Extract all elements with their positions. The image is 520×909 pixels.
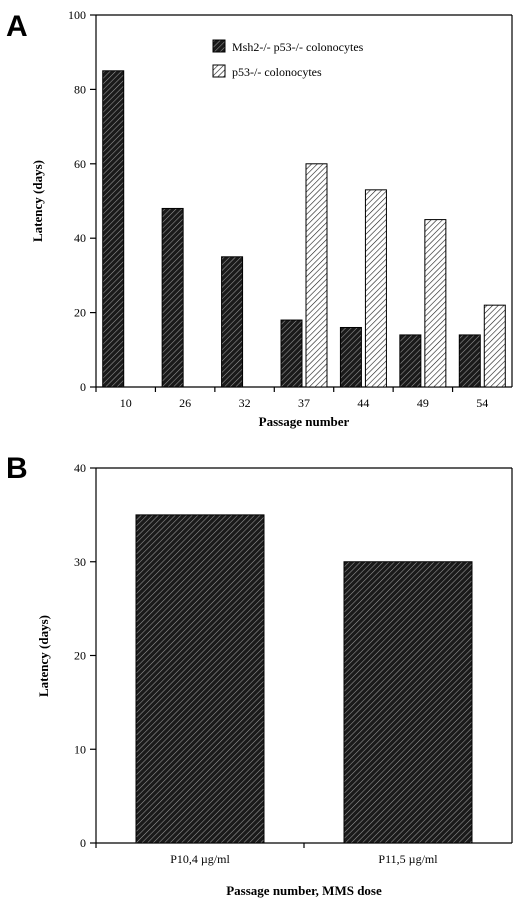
legend-swatch-p53 [212,64,226,78]
x-tick-label: 44 [357,396,369,410]
y-tick-label: 30 [74,555,86,569]
y-tick-label: 0 [80,836,86,850]
y-tick-label: 40 [74,461,86,475]
bar-msh2-p53-54 [458,334,481,388]
y-tick-group: 0 10 20 30 40 [74,461,96,850]
x-tick-label: 32 [239,396,251,410]
bar-msh2-p53-49 [399,334,422,388]
x-tick-label: 49 [417,396,429,410]
bar-p53-37 [305,163,328,388]
chart-panel-b: B 0 10 20 30 40 P10,4 µg/ml P11,5 µg/ml Laten… [6,452,513,898]
y-tick-label: 40 [74,231,86,245]
y-axis-title: Latency (days) [36,615,51,697]
legend: Msh2-/- p53-/- colonocytes p53-/- colono… [212,39,364,79]
y-tick-label: 20 [74,306,86,320]
x-tick-label: 26 [179,396,191,410]
legend-swatch-msh2-p53 [212,39,226,53]
bar-p53-44 [364,189,387,388]
bar-msh2-p53-44 [339,326,362,388]
bar-group [135,514,473,844]
x-tick-group: 10 26 32 37 44 49 54 [95,387,488,410]
x-tick-label: 10 [120,396,132,410]
legend-label-p53: p53-/- colonocytes [232,65,322,79]
bar-p53-49 [424,219,447,388]
x-tick-label: 37 [298,396,310,410]
bar-msh2-p53-37 [280,319,303,388]
y-tick-label: 100 [68,8,86,22]
x-tick-group: P10,4 µg/ml P11,5 µg/ml [95,843,438,866]
x-axis-title: Passage number, MMS dose [226,883,382,898]
x-axis-title: Passage number [259,414,350,429]
bar-msh2-p53-P10-4-g-ml [135,514,265,844]
panel-label-b: B [6,452,28,485]
x-tick-label: P10,4 µg/ml [170,852,230,866]
bar-msh2-p53-26 [161,207,184,388]
bar-msh2-p53-P11-5-g-ml [343,561,473,844]
bar-msh2-p53-32 [221,256,244,388]
y-axis-title: Latency (days) [30,160,45,242]
y-tick-label: 80 [74,82,86,96]
chart-panel-a: A 0 20 40 60 80 100 10 26 32 37 44 49 54 Latency (d… [6,8,513,429]
x-tick-label: 54 [476,396,488,410]
bar-group [102,70,506,388]
panel-label-a: A [6,10,28,43]
y-tick-label: 0 [80,380,86,394]
bar-msh2-p53-10 [102,70,125,388]
y-tick-label: 60 [74,157,86,171]
bar-p53-54 [483,304,506,388]
y-tick-label: 20 [74,649,86,663]
legend-label-msh2-p53: Msh2-/- p53-/- colonocytes [232,40,364,54]
y-tick-label: 10 [74,742,86,756]
x-tick-label: P11,5 µg/ml [378,852,438,866]
y-tick-group: 0 20 40 60 80 100 [68,8,96,394]
